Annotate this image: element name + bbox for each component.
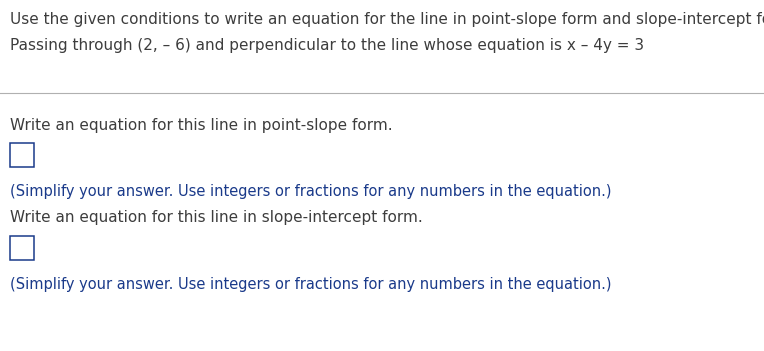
FancyBboxPatch shape — [10, 236, 34, 260]
Text: Write an equation for this line in point-slope form.: Write an equation for this line in point… — [10, 118, 393, 133]
Text: Write an equation for this line in slope-intercept form.: Write an equation for this line in slope… — [10, 210, 422, 225]
Text: (Simplify your answer. Use integers or fractions for any numbers in the equation: (Simplify your answer. Use integers or f… — [10, 184, 611, 199]
FancyBboxPatch shape — [10, 143, 34, 167]
Text: (Simplify your answer. Use integers or fractions for any numbers in the equation: (Simplify your answer. Use integers or f… — [10, 277, 611, 292]
Text: Use the given conditions to write an equation for the line in point-slope form a: Use the given conditions to write an equ… — [10, 12, 764, 27]
Text: Passing through (2, – 6) and perpendicular to the line whose equation is x – 4y : Passing through (2, – 6) and perpendicul… — [10, 38, 644, 53]
